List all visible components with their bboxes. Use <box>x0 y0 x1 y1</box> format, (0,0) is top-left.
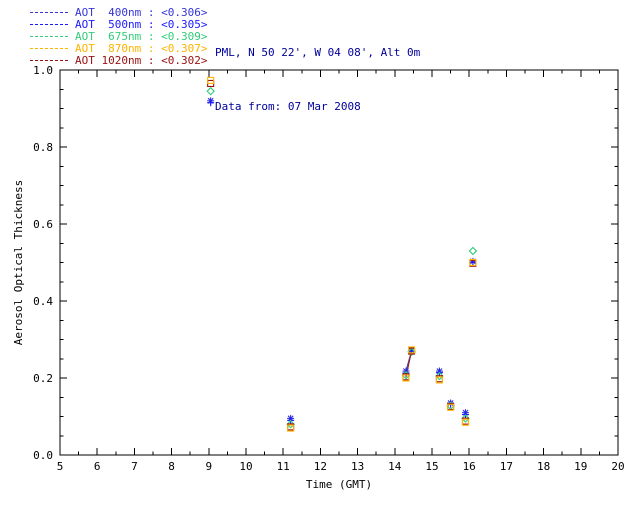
x-tick-label: 6 <box>94 460 101 473</box>
legend-line-sample <box>30 60 68 61</box>
x-tick-label: 11 <box>277 460 290 473</box>
y-tick-label: 0.8 <box>33 141 53 154</box>
legend-line-sample <box>30 24 68 25</box>
y-tick-label: 0.6 <box>33 218 53 231</box>
series-aot-870nm <box>207 76 477 432</box>
legend-entry: AOT 1020nm : <0.302> <box>30 55 207 66</box>
axis-tick-labels: 5 6 7 8 9 10 11 12 13 14 15 16 17 18 19 20 0.0 0.2 0.4 0.6 0… <box>33 64 625 473</box>
x-tick-label: 9 <box>205 460 212 473</box>
legend-entry-label: AOT 870nm : <0.307> <box>75 42 208 55</box>
data-point <box>407 347 416 357</box>
data-point <box>435 376 443 384</box>
x-tick-label: 5 <box>57 460 64 473</box>
data-point <box>206 86 215 96</box>
series-aot-400nm <box>207 97 477 422</box>
data-point <box>469 258 477 267</box>
x-tick-label: 16 <box>463 460 476 473</box>
site-info: PML, N 50 22', W 04 08', Alt 0m <box>215 46 421 59</box>
x-tick-label: 15 <box>425 460 438 473</box>
plot-frame <box>59 69 619 456</box>
x-tick-label: 17 <box>500 460 513 473</box>
legend-entry: AOT 500nm : <0.305> <box>30 19 207 30</box>
series-aot-1020nm <box>207 79 477 431</box>
data-point <box>207 99 215 107</box>
x-tick-label: 20 <box>611 460 624 473</box>
x-tick-label: 13 <box>351 460 364 473</box>
x-tick-label: 19 <box>574 460 587 473</box>
series-aot-500nm <box>207 99 477 424</box>
legend-entry: AOT 400nm : <0.306> <box>30 7 207 18</box>
legend-entry: AOT 675nm : <0.309> <box>30 31 207 42</box>
data-point <box>402 374 410 382</box>
data-point <box>286 419 295 429</box>
data-point <box>447 403 455 411</box>
legend-entry-label: AOT 1020nm : <0.302> <box>75 54 208 67</box>
x-tick-label: 8 <box>168 460 175 473</box>
legend-line-sample <box>30 12 68 13</box>
axis-ticks <box>59 69 619 456</box>
legend: AOT 400nm : <0.306> AOT 500nm : <0.305> AO… <box>30 7 207 66</box>
x-tick-label: 7 <box>131 460 138 473</box>
x-axis-title: Time (GMT) <box>306 478 372 491</box>
y-axis-title: Aerosol Optical Thickness <box>12 180 25 346</box>
legend-entry-label: AOT 500nm : <0.305> <box>75 18 208 31</box>
x-tick-label: 18 <box>537 460 550 473</box>
header-info: PML, N 50 22', W 04 08', Alt 0m Data fro… <box>215 8 420 152</box>
data-point <box>461 418 470 426</box>
y-tick-label: 1.0 <box>33 64 53 77</box>
x-tick-label: 14 <box>388 460 402 473</box>
y-tick-label: 0.4 <box>33 295 53 308</box>
legend-entry: AOT 870nm : <0.307> <box>30 43 207 54</box>
data-point <box>407 346 416 354</box>
data-point <box>435 371 444 381</box>
legend-line-sample <box>30 36 68 37</box>
x-tick-label: 12 <box>314 460 327 473</box>
data-point <box>287 424 295 432</box>
legend-entry-label: AOT 675nm : <0.309> <box>75 30 208 43</box>
legend-line-sample <box>30 48 68 49</box>
legend-entry-label: AOT 400nm : <0.306> <box>75 6 208 19</box>
data-point <box>461 414 470 423</box>
y-tick-label: 0.0 <box>33 449 53 462</box>
data-point <box>207 76 215 84</box>
y-tick-label: 0.2 <box>33 372 53 385</box>
x-tick-label: 10 <box>239 460 252 473</box>
data-from-date: Data from: 07 Mar 2008 <box>215 100 361 113</box>
data-point <box>468 246 478 256</box>
